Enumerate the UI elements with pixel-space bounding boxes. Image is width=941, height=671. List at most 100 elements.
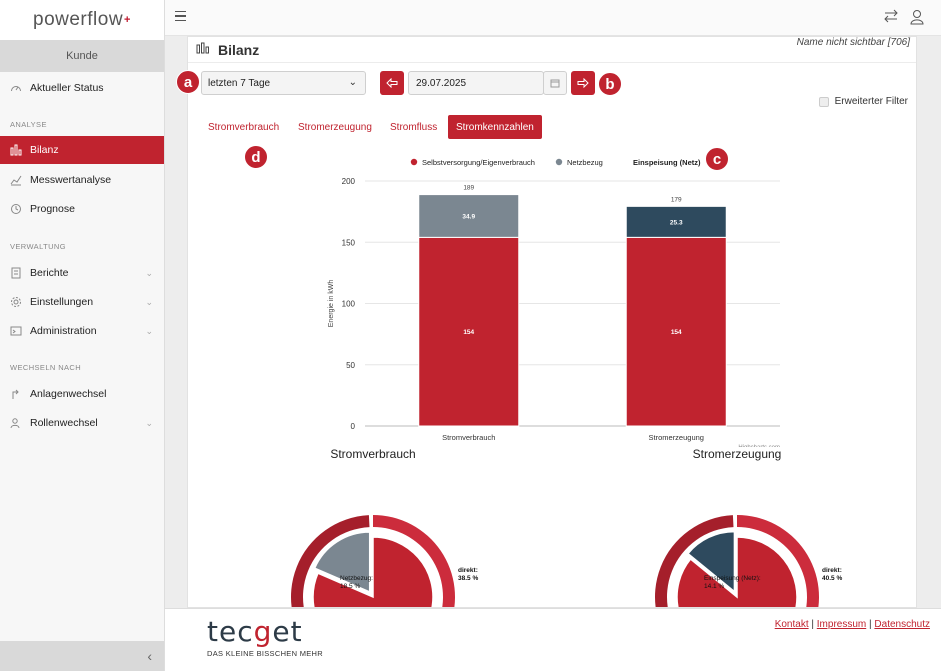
pie-pct-label: 18.5 % (340, 583, 360, 590)
energy-bar-chart: Selbstversorgung/Eigenverbrauch Netzbezug… (328, 158, 780, 447)
sidebar-item-einstellungen[interactable]: Einstellungen ⌄ (0, 288, 164, 316)
pie-pct-label: 14.1 % (704, 583, 724, 590)
sidebar-collapse-button[interactable]: ‹ (0, 641, 164, 671)
annotation-marker-c: c (705, 147, 729, 171)
logo-plus-mark: + (124, 14, 131, 26)
extended-filter-toggle[interactable]: Erweiterter Filter (818, 96, 908, 107)
outer-ring-slice[interactable] (317, 515, 455, 607)
card-header: Bilanz Name nicht sichtbar [706] (188, 37, 916, 63)
tab-stromkennzahlen[interactable]: Stromkennzahlen (448, 115, 542, 139)
chevron-down-icon: ⌄ (145, 297, 153, 307)
y-axis-label: Energie in kWh (328, 280, 335, 328)
outer-ring-pct: 38.5 % (458, 575, 478, 582)
chevron-down-icon: ⌄ (348, 77, 357, 88)
switch-icon[interactable] (883, 9, 899, 26)
app-logo[interactable]: powerflow + (0, 0, 164, 40)
section-label-verwaltung: VERWALTUNG (10, 242, 66, 251)
switch-role-icon (10, 417, 22, 429)
outer-ring-slice[interactable] (291, 515, 370, 607)
outer-ring-label: direkt: (822, 567, 842, 574)
previous-date-button[interactable] (380, 71, 404, 95)
bar-segment[interactable] (625, 205, 727, 238)
y-tick-label: 150 (342, 238, 356, 247)
chevron-down-icon: ⌄ (145, 326, 153, 336)
donut-title: Stromerzeugung (693, 447, 782, 461)
bar-total-label: 189 (463, 185, 474, 192)
donut-charts: StromverbrauchSelbstversorgung:81.5 %Net… (291, 447, 842, 607)
installation-name: Name nicht sichtbar [706] (796, 37, 910, 48)
period-select[interactable]: letzten 7 Tage ⌄ (201, 71, 366, 95)
y-tick-label: 50 (346, 361, 355, 370)
link-impressum[interactable]: Impressum (816, 619, 867, 630)
annotation-marker-d: d (244, 145, 268, 169)
sidebar: powerflow + Kunde Aktueller Status ANALYS… (0, 0, 165, 671)
line-chart-icon (10, 174, 22, 186)
annotation-marker-a: a (176, 70, 200, 94)
x-tick-label: Stromverbrauch (442, 433, 495, 442)
filter-checkbox[interactable] (818, 96, 829, 107)
link-kontakt[interactable]: Kontakt (774, 619, 809, 630)
sidebar-item-administration[interactable]: Administration ⌄ (0, 317, 164, 345)
tab-stromverbrauch[interactable]: Stromverbrauch (208, 121, 280, 133)
section-label-analyse: ANALYSE (10, 120, 47, 129)
chevron-left-icon: ‹ (147, 648, 152, 664)
legend-marker (410, 158, 418, 166)
section-label-wechseln: WECHSELN NACH (10, 363, 82, 372)
pie-label: Einspeisung (Netz): (704, 575, 761, 582)
x-tick-label: Stromerzeugung (649, 433, 704, 442)
sidebar-item-messwertanalyse[interactable]: Messwertanalyse (0, 166, 164, 194)
pie-slice[interactable] (312, 536, 434, 607)
bilanz-card: Bilanz Name nicht sichtbar [706] letzten… (176, 36, 917, 608)
sidebar-item-bilanz[interactable]: Bilanz (0, 136, 164, 164)
pie-slice[interactable] (676, 536, 798, 607)
page-title: Bilanz (218, 41, 260, 58)
legend-marker (555, 158, 563, 166)
legend-item[interactable]: Netzbezug (567, 158, 603, 167)
bar-data-label: 34.9 (462, 213, 475, 220)
legend-item[interactable]: Selbstversorgung/Eigenverbrauch (422, 158, 535, 167)
chart-credit[interactable]: Highcharts.com (738, 445, 780, 447)
outer-ring-slice[interactable] (681, 515, 819, 607)
forecast-icon (10, 203, 22, 215)
report-icon (10, 267, 22, 279)
brand-tagline: DAS KLEINE BISSCHEN MEHR (207, 649, 323, 658)
top-bar (165, 0, 941, 36)
bar-data-label: 154 (671, 329, 682, 336)
bar-segment[interactable] (418, 236, 520, 427)
y-tick-label: 200 (342, 177, 356, 186)
footer-links: Kontakt | Impressum | Datenschutz (774, 619, 930, 630)
bar-segment[interactable] (418, 194, 520, 238)
outer-ring-label: direkt: (458, 567, 478, 574)
sidebar-item-status[interactable]: Aktueller Status (0, 74, 164, 102)
outer-ring-slice[interactable] (655, 515, 734, 607)
date-input[interactable]: 29.07.2025 (408, 71, 544, 95)
calendar-icon[interactable] (543, 71, 567, 95)
bar-data-label: 154 (463, 329, 474, 336)
annotation-marker-b: b (598, 72, 622, 96)
outer-ring-pct: 40.5 % (822, 575, 842, 582)
bar-total-label: 179 (671, 196, 682, 203)
chevron-down-icon: ⌄ (145, 418, 153, 428)
role-label: Kunde (0, 40, 164, 72)
tab-stromfluss[interactable]: Stromfluss (390, 121, 438, 133)
pie-label: Netzbezug: (340, 575, 373, 582)
sidebar-item-rollenwechsel[interactable]: Rollenwechsel ⌄ (0, 409, 164, 437)
switch-plant-icon (10, 388, 22, 400)
pie-slice[interactable] (686, 530, 736, 594)
sidebar-item-berichte[interactable]: Berichte ⌄ (0, 259, 164, 287)
tab-stromerzeugung[interactable]: Stromerzeugung (298, 121, 372, 133)
next-date-button[interactable] (571, 71, 595, 95)
footer: tecget DAS KLEINE BISSCHEN MEHR Kontakt … (165, 608, 941, 671)
gear-icon (10, 296, 22, 308)
menu-icon[interactable] (175, 11, 186, 24)
donut-title: Stromverbrauch (330, 447, 415, 461)
sidebar-item-anlagenwechsel[interactable]: Anlagenwechsel (0, 380, 164, 408)
chevron-down-icon: ⌄ (145, 268, 153, 278)
legend-item[interactable]: Einspeisung (Netz) (633, 158, 701, 167)
admin-icon (10, 325, 22, 337)
sidebar-item-prognose[interactable]: Prognose (0, 195, 164, 223)
user-icon[interactable] (910, 9, 924, 28)
link-datenschutz[interactable]: Datenschutz (874, 619, 930, 630)
bar-segment[interactable] (625, 236, 727, 427)
pie-slice[interactable] (313, 531, 371, 594)
